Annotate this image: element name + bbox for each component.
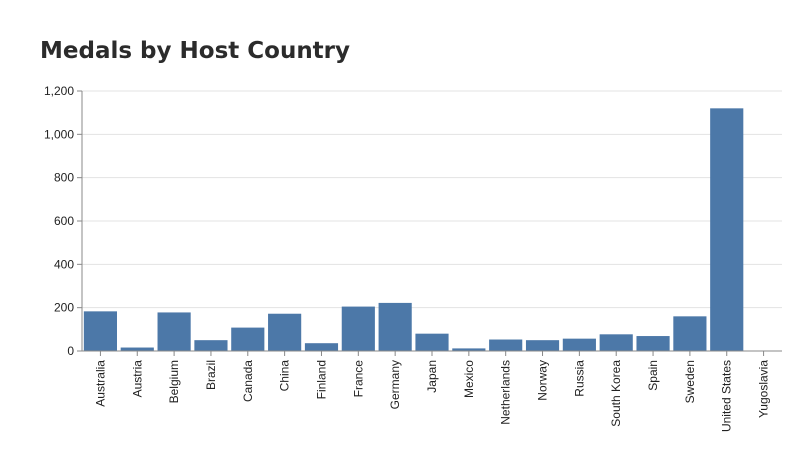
bars: [83, 108, 744, 351]
x-tick-label: Yugoslavia: [757, 360, 771, 418]
bar-belgium: [157, 312, 191, 351]
bar-netherlands: [489, 339, 523, 351]
y-axis-ticks: 0 200 400 600 800 1,000 1,200: [44, 84, 82, 358]
x-tick-label: Spain: [646, 360, 660, 391]
bar-russia: [562, 338, 596, 351]
bar-united-states: [710, 108, 744, 351]
x-tick-label: Canada: [241, 360, 255, 402]
x-tick-label: Australia: [93, 360, 107, 407]
x-tick-label: China: [278, 360, 292, 392]
gridlines: [82, 90, 782, 352]
bar-germany: [378, 302, 412, 351]
y-tick-label: 1,000: [44, 127, 74, 141]
chart-title: Medals by Host Country: [40, 38, 351, 64]
y-tick-label: 0: [67, 344, 74, 358]
x-tick-label: Brazil: [204, 360, 218, 390]
bar-norway: [525, 340, 560, 351]
y-tick-label: 400: [54, 257, 74, 271]
y-tick-label: 200: [54, 301, 74, 315]
bar-finland: [304, 343, 339, 351]
bar-sweden: [673, 316, 707, 351]
x-tick-label: Russia: [572, 360, 586, 397]
y-tick-label: 600: [54, 214, 74, 228]
x-tick-label: Mexico: [462, 360, 476, 398]
x-tick-label: Germany: [388, 360, 402, 409]
bar-south-korea: [599, 334, 633, 351]
bar-canada: [231, 327, 265, 351]
bar-australia: [83, 311, 117, 351]
bar-mexico: [452, 348, 486, 351]
bar-brazil: [194, 340, 228, 351]
x-tick-label: South Korea: [609, 360, 623, 427]
x-tick-label: France: [351, 360, 365, 398]
x-tick-label: Belgium: [167, 360, 181, 403]
bar-japan: [415, 333, 449, 351]
bar-china: [268, 313, 302, 351]
y-tick-label: 1,200: [44, 84, 74, 98]
bar-france: [341, 306, 375, 351]
x-tick-label: United States: [720, 360, 734, 432]
x-tick-label: Finland: [314, 360, 328, 399]
bar-austria: [120, 347, 154, 351]
x-tick-label: Norway: [536, 360, 550, 401]
x-tick-label: Sweden: [683, 360, 697, 403]
x-tick-label: Japan: [425, 360, 439, 393]
y-tick-label: 800: [54, 171, 74, 185]
x-axis-ticks: Australia Austria Belgium Brazil Canada China…: [93, 351, 771, 432]
x-tick-label: Netherlands: [499, 360, 513, 425]
x-tick-label: Austria: [130, 360, 144, 398]
bar-spain: [636, 336, 670, 351]
